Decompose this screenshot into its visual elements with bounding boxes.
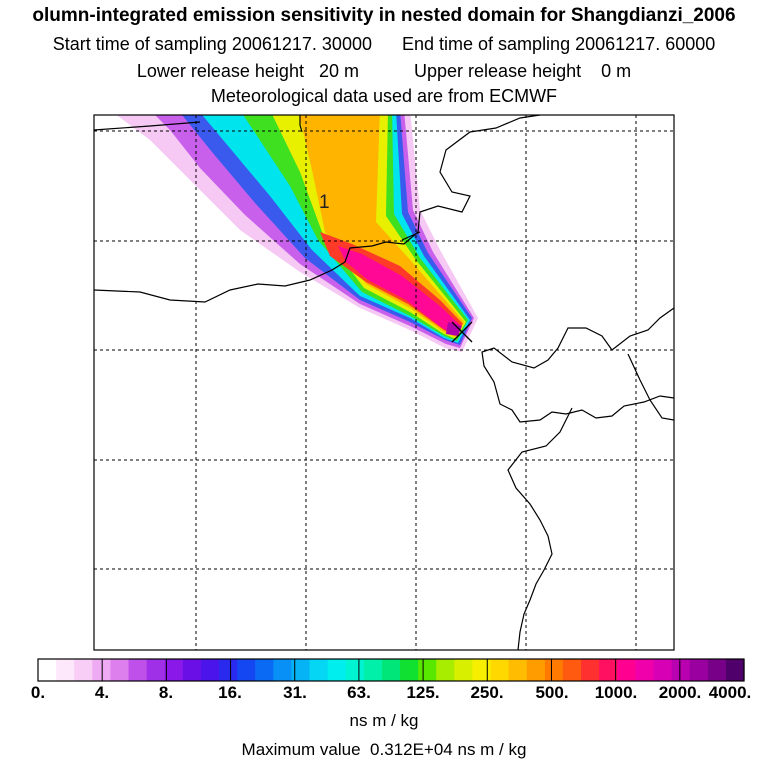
- plume-field: [116, 115, 478, 352]
- colorbar-tick-label: 63.: [347, 683, 371, 702]
- colorbar-cell: [381, 659, 401, 681]
- plume-purple-core: [446, 322, 462, 336]
- plume-orange-contour: [299, 115, 464, 337]
- coastline-korea: [481, 307, 674, 423]
- colorbar-cell: [544, 659, 564, 681]
- lower-height-value: 20 m: [318, 61, 359, 81]
- colorbar-frame: [37, 658, 745, 682]
- colorbar-dividers: [101, 659, 681, 681]
- colorbar-cell: [581, 659, 600, 681]
- colorbar-cell: [599, 659, 618, 681]
- colorbar-cell: [291, 659, 311, 681]
- colorbar-cell: [273, 659, 293, 681]
- colorbar-cell: [508, 659, 528, 681]
- colorbar-cell: [671, 659, 691, 681]
- maximum-value-line: Maximum value 0.312E+04 ns m / kg: [0, 740, 768, 760]
- colorbar-tick-label: 4000.: [708, 683, 752, 702]
- colorbar-cell: [164, 659, 184, 681]
- coastline-shandong: [507, 407, 573, 650]
- colorbar-cell: [74, 659, 93, 681]
- colorbar-cell: [418, 659, 437, 681]
- colorbar-cell: [436, 659, 455, 681]
- release-site-label: 1: [319, 192, 330, 213]
- coastline-bay: [401, 231, 421, 241]
- colorbar-cell: [237, 659, 256, 681]
- receptor-marker: [451, 321, 473, 343]
- colorbar-cell: [400, 659, 419, 681]
- sampling-time-line: Start time of sampling 20061217. 30000 E…: [0, 34, 768, 54]
- colorbar-tick-label: 4.: [94, 683, 110, 702]
- maximum-value-label: Maximum value: [241, 740, 361, 759]
- colorbar-cell: [219, 659, 238, 681]
- colorbar-cell: [689, 659, 709, 681]
- colorbar-cell: [617, 659, 636, 681]
- colorbar-cell: [146, 659, 166, 681]
- colorbar-tick-label: 125.: [406, 683, 440, 702]
- colorbar-tick-label: 500.: [535, 683, 569, 702]
- colorbar-cell: [526, 659, 546, 681]
- colorbar-cell: [182, 659, 202, 681]
- colorbar-cell: [92, 659, 112, 681]
- coastlines: [94, 115, 674, 650]
- colorbar-cell: [707, 659, 727, 681]
- grid-lines: [94, 115, 674, 650]
- coastline-bohai: [94, 115, 541, 303]
- plot-title: olumn-integrated emission sensitivity in…: [32, 5, 736, 26]
- colorbar-tick-label: 8.: [158, 683, 174, 702]
- upper-height-value: 0 m: [601, 61, 632, 81]
- start-time-label: Start time of sampling: [52, 34, 227, 54]
- colorbar-tick-label: 1000.: [594, 683, 638, 702]
- start-time-value: 20061217. 30000: [231, 34, 372, 54]
- coastline-east: [627, 353, 674, 421]
- colorbar-cells: [38, 659, 745, 681]
- maximum-value: 0.312E+04: [370, 740, 453, 759]
- map-frame: [93, 114, 675, 651]
- colorbar-cell: [635, 659, 655, 681]
- colorbar-cell: [472, 659, 492, 681]
- colorbar-cell: [38, 659, 57, 681]
- upper-height-label: Upper release height: [414, 61, 582, 81]
- colorbar-tick-label: 16.: [218, 683, 242, 702]
- colorbar-units: ns m / kg: [349, 711, 419, 730]
- colorbar-cell: [653, 659, 673, 681]
- colorbar-cell: [110, 659, 130, 681]
- end-time-label: End time of sampling: [402, 34, 571, 54]
- colorbar-cell: [345, 659, 365, 681]
- colorbar-cell: [200, 659, 220, 681]
- colorbar-tick-label: 2000.: [658, 683, 702, 702]
- colorbar-cell: [454, 659, 474, 681]
- colorbar-cell: [255, 659, 274, 681]
- colorbar-cell: [128, 659, 148, 681]
- lower-height-label: Lower release height: [136, 61, 304, 81]
- colorbar-cell: [309, 659, 329, 681]
- colorbar-tick-label: 0.: [30, 683, 46, 702]
- coastline-north-2: [94, 121, 201, 131]
- colorbar-cell: [56, 659, 75, 681]
- colorbar-cell: [490, 659, 510, 681]
- colorbar-cell: [327, 659, 347, 681]
- end-time-value: 20061217. 60000: [575, 34, 716, 54]
- release-height-line: Lower release height 20 m Upper release …: [0, 61, 768, 81]
- colorbar-tick-label: 31.: [283, 683, 307, 702]
- colorbar-cell: [363, 659, 383, 681]
- colorbar-cell: [725, 659, 745, 681]
- maximum-value-units: ns m / kg: [457, 740, 527, 759]
- colorbar-tick-label: 250.: [470, 683, 504, 702]
- plume-magenta-contour: [338, 246, 461, 334]
- met-data-line: Meteorological data used are from ECMWF: [210, 86, 558, 106]
- coastline-north: [299, 115, 303, 133]
- colorbar-cell: [562, 659, 582, 681]
